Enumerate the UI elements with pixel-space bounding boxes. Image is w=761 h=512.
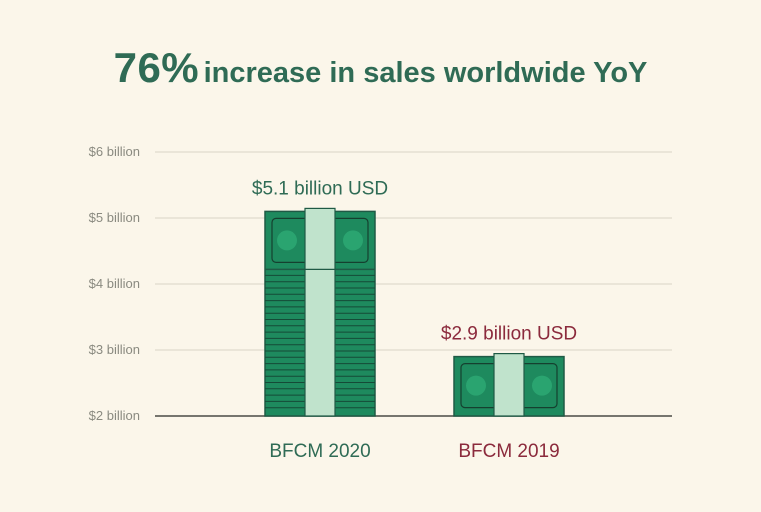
- bar: [453, 353, 565, 417]
- title-highlight: 76%: [113, 44, 200, 91]
- y-tick-label: $3 billion: [89, 342, 140, 357]
- y-tick-label: $2 billion: [89, 408, 140, 423]
- title-rest: increase in sales worldwide YoY: [203, 57, 648, 89]
- y-tick-label: $5 billion: [89, 210, 140, 225]
- bill-band: [304, 207, 336, 417]
- y-tick-label: $4 billion: [89, 276, 140, 291]
- y-tick-label: $6 billion: [89, 144, 140, 159]
- data-label: $2.9 billion USD: [441, 324, 577, 345]
- bill-ornament: [466, 375, 486, 396]
- chart-title: 76% increase in sales worldwide YoY: [0, 44, 761, 92]
- data-label: $5.1 billion USD: [252, 178, 388, 199]
- bill-band: [493, 353, 525, 417]
- bill-ornament: [532, 375, 552, 396]
- x-tick-label: BFCM 2020: [269, 441, 370, 462]
- x-tick-label: BFCM 2019: [458, 441, 559, 462]
- bill-ornament: [343, 230, 363, 251]
- bill-ornament: [277, 230, 297, 251]
- bar: [264, 207, 376, 417]
